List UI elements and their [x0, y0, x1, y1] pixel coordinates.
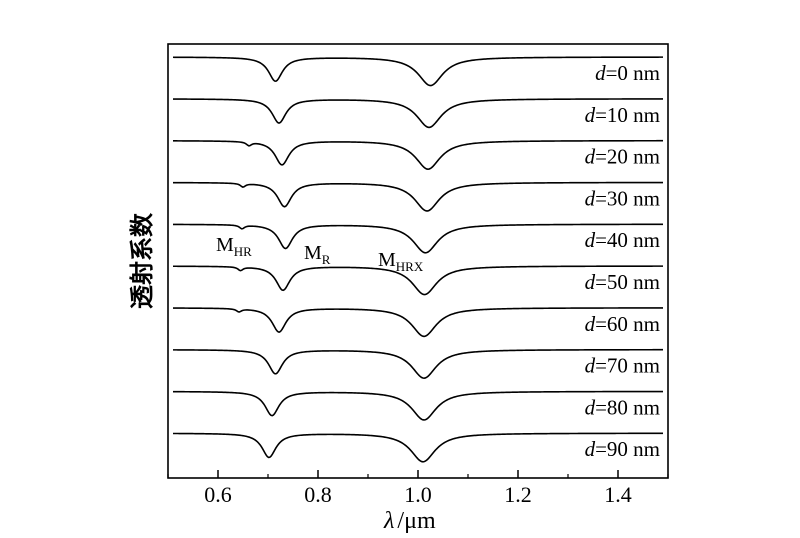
series-line — [173, 390, 663, 421]
curve-label: d=90 nm — [585, 437, 660, 461]
x-tick-label: 0.6 — [204, 482, 232, 507]
annotation-mhrx: MHRX — [378, 249, 424, 274]
x-tick-label: 0.8 — [304, 482, 332, 507]
series-line — [172, 181, 663, 212]
curve-label: d=50 nm — [585, 270, 660, 294]
curve-label: d=20 nm — [585, 145, 660, 169]
series-line — [172, 223, 663, 254]
y-axis-title: 透射系数 — [128, 212, 156, 309]
series-line — [172, 56, 663, 87]
x-axis-ticks: 0.6 0.8 1.0 1.2 1.4 — [167, 470, 669, 507]
series-line — [172, 98, 663, 129]
annotation-mr: MR — [304, 242, 331, 267]
curve-labels: d=0 nm d=10 nm d=20 nm d=30 nm d=40 nm d=50 n… — [585, 61, 660, 461]
curves — [172, 56, 664, 463]
x-tick-label: 1.0 — [404, 482, 432, 507]
curve-label: d=0 nm — [595, 61, 660, 85]
x-tick-label: 1.2 — [504, 482, 532, 507]
curve-label: d=60 nm — [585, 312, 660, 336]
curve-label: d=40 nm — [585, 228, 660, 252]
series-line — [173, 432, 663, 463]
curve-label: d=80 nm — [585, 395, 660, 419]
curve-label: d=30 nm — [585, 186, 660, 210]
curve-label: d=70 nm — [585, 354, 660, 378]
x-axis-title: λ/μm — [383, 508, 436, 534]
series-line — [172, 307, 663, 338]
series-line — [173, 348, 663, 379]
series-line — [172, 265, 664, 296]
annotation-mhr: MHR — [216, 234, 252, 259]
series-line — [173, 139, 663, 170]
x-tick-label: 1.4 — [604, 482, 632, 507]
curve-label: d=10 nm — [585, 103, 660, 127]
